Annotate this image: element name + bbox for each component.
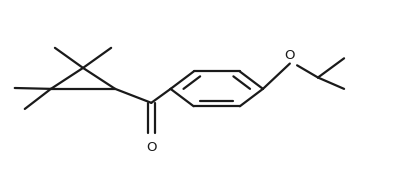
Text: O: O: [285, 49, 295, 62]
Text: O: O: [146, 141, 156, 154]
